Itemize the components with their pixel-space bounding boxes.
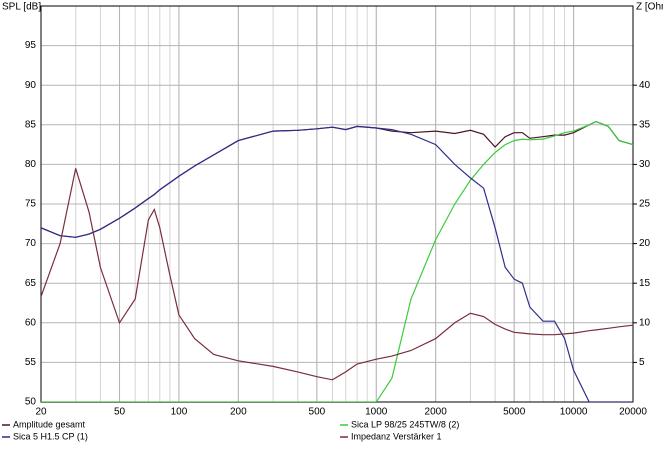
legend-label: Amplitude gesamt (13, 419, 86, 429)
y-tick-label: 50 (25, 397, 37, 408)
y-tick-label: 90 (25, 80, 37, 91)
y-tick-label: 65 (25, 278, 37, 289)
x-tick-label: 1000 (365, 407, 388, 418)
x-tick-label: 500 (309, 407, 326, 418)
legend-label: Sica 5 H1.5 CP (1) (13, 431, 88, 441)
x-tick-label: 5000 (503, 407, 526, 418)
x-tick-label: 2000 (425, 407, 448, 418)
y2-tick-label: 30 (639, 159, 651, 170)
legend-label: Sica LP 98/25 245TW/8 (2) (351, 419, 459, 429)
x-tick-label: 10000 (560, 407, 588, 418)
x-tick-label: 50 (114, 407, 126, 418)
x-tick-label: 200 (230, 407, 247, 418)
y-axis-label: SPL [dB] (2, 2, 41, 13)
y2-tick-label: 15 (639, 278, 651, 289)
legend-label: Impedanz Verstärker 1 (351, 431, 442, 441)
y2-tick-label: 10 (639, 317, 651, 328)
y-tick-label: 55 (25, 357, 37, 368)
series-line (41, 168, 633, 381)
y2-tick-label: 20 (639, 238, 651, 249)
y-tick-label: 85 (25, 119, 37, 130)
y2-axis-label: Z [Ohm (636, 2, 663, 13)
y-tick-label: 70 (25, 238, 37, 249)
series-line (41, 125, 633, 402)
y-tick-label: 75 (25, 199, 37, 210)
y-tick-label: 95 (25, 40, 37, 51)
y2-tick-label: 25 (639, 199, 651, 210)
x-tick-label: 100 (171, 407, 188, 418)
y-tick-label: 80 (25, 159, 37, 170)
y2-tick-label: 40 (639, 80, 651, 91)
x-tick-label: 20 (35, 407, 47, 418)
y2-tick-label: 35 (639, 119, 651, 130)
x-tick-label: 20000 (619, 407, 647, 418)
y2-tick-label: 5 (639, 357, 645, 368)
series-line (41, 120, 633, 402)
y-tick-label: 60 (25, 317, 37, 328)
